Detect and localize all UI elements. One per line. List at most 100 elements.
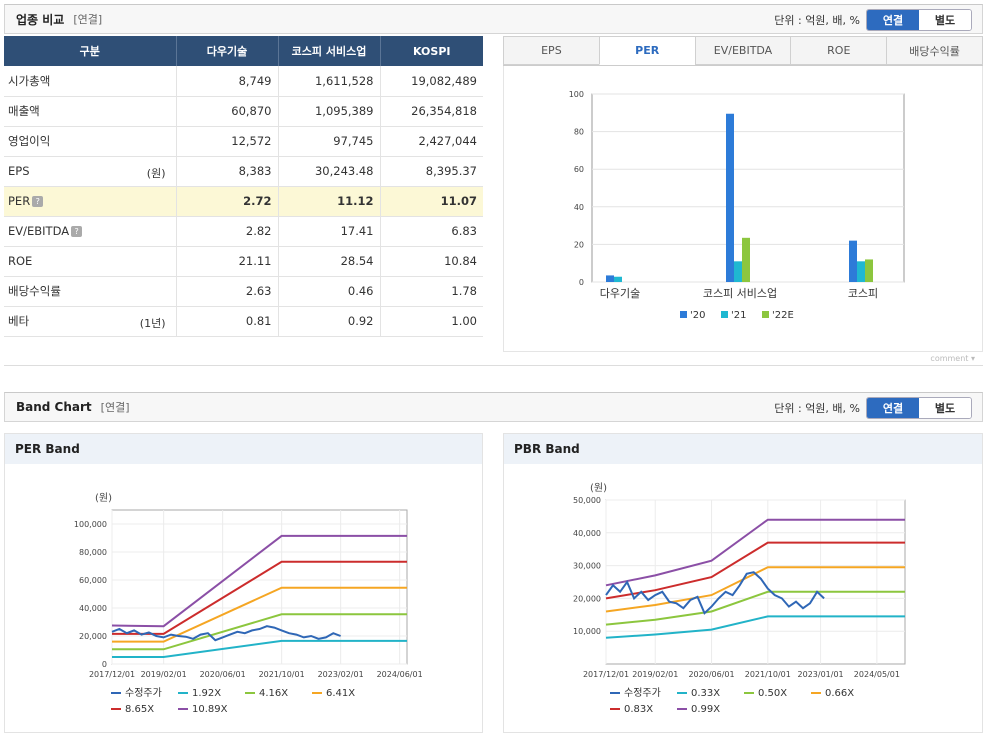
- band-legend-label: 8.65X: [125, 704, 154, 715]
- row-label: EPS (원): [4, 156, 177, 187]
- row-value: 1,611,528: [278, 66, 381, 97]
- band-line: [605, 615, 905, 639]
- row-value: 26,354,818: [380, 96, 483, 127]
- bar-category-label: 다우기술: [600, 287, 640, 300]
- row-label: 베타 (1년): [4, 306, 177, 337]
- band-legend-label: 0.50X: [758, 688, 787, 699]
- compare-row: EV/EBITDA? 2.82 17.41 6.83: [4, 216, 483, 247]
- band-unit-label: (원): [590, 482, 607, 494]
- compare-unit-wrap: 단위 : 억원, 배, % 연결 별도: [774, 9, 972, 31]
- tab-1[interactable]: PER: [598, 36, 695, 65]
- row-label-text: ROE: [8, 254, 33, 268]
- row-value: 1.78: [380, 276, 483, 307]
- bar-y-tick: 20: [574, 240, 584, 249]
- row-label: EV/EBITDA?: [4, 216, 177, 247]
- row-label: 매출액: [4, 96, 177, 127]
- band-x-tick: 2019/02/01: [632, 670, 678, 679]
- compare-table: 구분 다우기술 코스피 서비스업 KOSPI 시가총액 8,749 1,611,52…: [4, 36, 483, 337]
- bar: [857, 261, 865, 282]
- band-legend-label: 수정주가: [624, 687, 661, 699]
- tab-4[interactable]: 배당수익률: [886, 36, 983, 65]
- compare-title: 업종 비교: [16, 12, 65, 27]
- band-y-tick: 60,000: [79, 576, 107, 585]
- row-label: 시가총액: [4, 66, 177, 97]
- band-unit: 단위 : 억원, 배, %: [774, 402, 860, 415]
- header-company: 다우기술: [176, 36, 279, 66]
- bar-y-tick: 40: [574, 203, 584, 212]
- band-x-tick: 2024/06/01: [377, 670, 423, 679]
- band-y-tick: 20,000: [573, 594, 601, 603]
- help-icon[interactable]: ?: [32, 196, 44, 207]
- compare-separate-button[interactable]: 별도: [919, 10, 971, 30]
- row-value: 97,745: [278, 126, 381, 157]
- metric-tabs: EPS PER EV/EBITDA ROE 배당수익률: [503, 36, 983, 66]
- band-title: Band Chart: [16, 400, 92, 414]
- bar: [614, 276, 622, 282]
- band-legend-label: 4.16X: [259, 688, 288, 699]
- compare-row: 베타 (1년) 0.81 0.92 1.00: [4, 306, 483, 337]
- header-kospi: KOSPI: [380, 36, 483, 66]
- section-divider: comment ▾: [4, 352, 983, 366]
- band-x-tick: 2021/10/01: [259, 670, 305, 679]
- bar-legend-label: '22E: [772, 310, 794, 321]
- band-y-tick: 40,000: [573, 529, 601, 538]
- compare-row: 시가총액 8,749 1,611,528 19,082,489: [4, 66, 483, 97]
- band-separate-button[interactable]: 별도: [919, 398, 971, 418]
- band-x-tick: 2021/10/01: [745, 670, 791, 679]
- row-label-text: PER: [8, 194, 31, 208]
- band-sub: [연결]: [100, 401, 130, 414]
- band-consolidated-button[interactable]: 연결: [867, 398, 919, 418]
- row-value: 10.84: [380, 246, 483, 277]
- band-y-tick: 80,000: [79, 548, 107, 557]
- row-label-text: EV/EBITDA: [8, 224, 70, 238]
- row-value: 11.07: [380, 186, 483, 217]
- row-unit: (원): [146, 166, 166, 180]
- bar: [726, 113, 734, 282]
- band-y-tick: 50,000: [573, 496, 601, 505]
- row-label-text: 베타: [8, 314, 30, 328]
- row-value: 6.83: [380, 216, 483, 247]
- compare-sub: [연결]: [73, 13, 103, 26]
- per-comparison-chart: 0 20 40 60 80 100 다우기술 코스피 서비스업 코스피 '20 '21 '22E: [503, 66, 983, 352]
- band-line: [112, 560, 407, 635]
- bar-legend-swatch: [762, 311, 769, 318]
- compare-header: 업종 비교 [연결] 단위 : 억원, 배, % 연결 별도: [4, 4, 983, 34]
- band-x-tick: 2019/02/01: [141, 670, 187, 679]
- bar-legend-label: '20: [690, 310, 705, 321]
- row-value: 0.92: [278, 306, 381, 337]
- band-toggle: 연결 별도: [866, 397, 972, 419]
- band-legend-label: 6.41X: [326, 688, 355, 699]
- row-value: 2.82: [176, 216, 279, 247]
- band-y-tick: 10,000: [573, 627, 601, 636]
- row-value: 2.63: [176, 276, 279, 307]
- band-line: [605, 571, 825, 615]
- bar-legend-swatch: [680, 311, 687, 318]
- row-value: 0.81: [176, 306, 279, 337]
- band-x-tick: 2017/12/01: [583, 670, 629, 679]
- row-value: 0.46: [278, 276, 381, 307]
- band-legend-label: 0.99X: [691, 704, 720, 715]
- tab-2[interactable]: EV/EBITDA: [694, 36, 791, 65]
- band-x-tick: 2023/01/01: [798, 670, 844, 679]
- bar-y-tick: 0: [579, 278, 584, 287]
- row-label: PER?: [4, 186, 177, 217]
- compare-consolidated-button[interactable]: 연결: [867, 10, 919, 30]
- compare-row: 매출액 60,870 1,095,389 26,354,818: [4, 96, 483, 127]
- bar: [849, 240, 857, 282]
- pbr-band-title: PBR Band: [504, 434, 982, 464]
- compare-row: 배당수익률 2.63 0.46 1.78: [4, 276, 483, 307]
- band-x-tick: 2017/12/01: [89, 670, 135, 679]
- compare-row: 영업이익 12,572 97,745 2,427,044: [4, 126, 483, 157]
- row-value: 8,749: [176, 66, 279, 97]
- comment-toggle[interactable]: comment ▾: [930, 354, 975, 363]
- band-y-tick: 40,000: [79, 604, 107, 613]
- band-y-tick: 30,000: [573, 562, 601, 571]
- bar-y-tick: 80: [574, 128, 584, 137]
- tab-3[interactable]: ROE: [790, 36, 887, 65]
- band-line: [111, 534, 407, 628]
- header-sector: 코스피 서비스업: [278, 36, 381, 66]
- help-icon[interactable]: ?: [71, 226, 83, 237]
- row-value: 28.54: [278, 246, 381, 277]
- tab-0[interactable]: EPS: [503, 36, 599, 65]
- row-unit: (1년): [139, 316, 166, 330]
